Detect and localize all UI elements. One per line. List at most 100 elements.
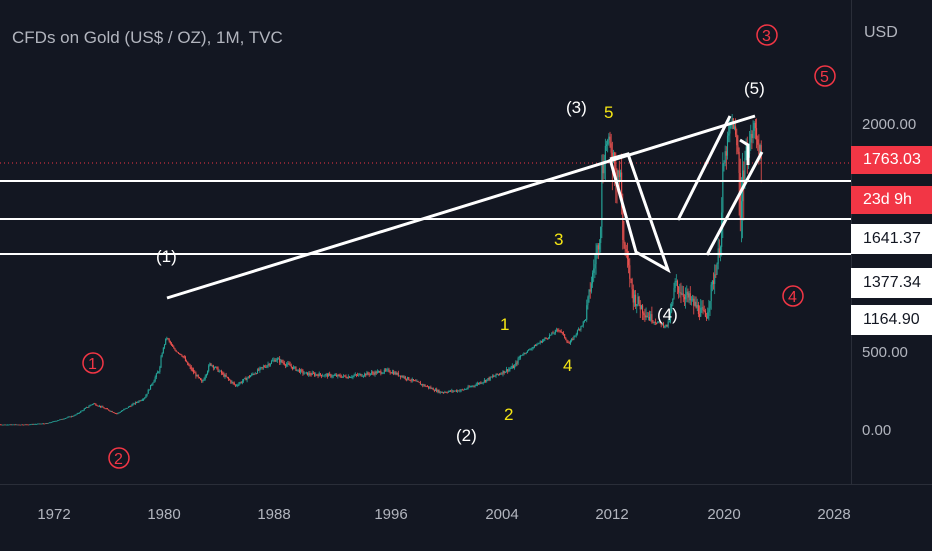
candle-body-262 xyxy=(274,359,276,362)
candle-body-151 xyxy=(145,395,147,398)
candle-body-580 xyxy=(644,314,646,318)
wave-5-channel-right[interactable] xyxy=(705,151,764,256)
candle-body-596 xyxy=(662,323,665,327)
candle-body-665 xyxy=(743,170,745,184)
candle-body-202 xyxy=(204,376,206,380)
candle-body-561 xyxy=(622,207,624,240)
candle-body-480 xyxy=(528,349,530,351)
candle-body-421 xyxy=(459,390,461,392)
candle-body-570 xyxy=(632,289,634,303)
candle-body-392 xyxy=(425,386,427,388)
candle-body-660 xyxy=(737,145,739,152)
current-price-tag: 1763.03 xyxy=(851,146,932,174)
ending-diagonal[interactable] xyxy=(739,138,750,165)
candle-body-222 xyxy=(227,377,230,380)
candle-body-577 xyxy=(640,305,642,310)
candle-body-489 xyxy=(538,342,540,344)
y-tick-500: 500.00 xyxy=(862,344,908,361)
candle-body-405 xyxy=(440,391,442,393)
candle-body-257 xyxy=(268,364,270,366)
candle-body-179 xyxy=(177,352,180,354)
candle-body-178 xyxy=(176,351,178,353)
candle-body-47 xyxy=(24,424,26,426)
candle-body-635 xyxy=(708,308,710,313)
candle-body-108 xyxy=(95,403,97,406)
candle-body-370 xyxy=(400,375,402,378)
candle-body-322 xyxy=(344,375,346,377)
candle-body-501 xyxy=(552,332,554,334)
candle-body-534 xyxy=(590,283,592,292)
candle-body-200 xyxy=(202,380,204,382)
candle-body-350 xyxy=(376,371,378,374)
candle-body-87 xyxy=(70,416,72,417)
candle-body-223 xyxy=(229,379,231,381)
candle-body-314 xyxy=(334,375,337,376)
candle-body-590 xyxy=(655,322,658,324)
candle-body-629 xyxy=(701,307,703,309)
candle-body-185 xyxy=(184,357,186,362)
candle-body-376 xyxy=(407,377,409,380)
candle-body-183 xyxy=(182,355,184,357)
candle-body-366 xyxy=(395,372,397,375)
candle-body-299 xyxy=(317,375,319,377)
candle-body-251 xyxy=(261,367,263,369)
wave-label-(5): (5) xyxy=(744,79,765,98)
candle-body-245 xyxy=(254,373,256,375)
candle-body-242 xyxy=(251,374,253,376)
candle-body-553 xyxy=(612,152,615,158)
candle-body-173 xyxy=(170,343,173,345)
svg-text:1: 1 xyxy=(88,356,97,373)
candle-body-77 xyxy=(59,419,61,421)
candle-body-477 xyxy=(524,353,526,354)
candle-body-475 xyxy=(522,354,524,356)
candle-body-310 xyxy=(330,374,332,377)
candle-body-620 xyxy=(690,299,692,301)
candle-body-31 xyxy=(5,424,7,426)
sub-wave-label-1: 1 xyxy=(500,315,509,334)
wave-5-channel-left[interactable] xyxy=(676,115,732,221)
candle-body-60 xyxy=(39,423,41,425)
candle-body-143 xyxy=(136,402,138,404)
candle-body-232 xyxy=(239,382,241,384)
candle-body-126 xyxy=(116,413,118,415)
candle-body-518 xyxy=(572,338,574,340)
candle-body-571 xyxy=(633,294,635,303)
candle-body-676 xyxy=(756,128,758,140)
candle-body-423 xyxy=(461,389,463,391)
candle-body-44 xyxy=(20,424,22,426)
candle-body-582 xyxy=(646,315,648,318)
candle-body-471 xyxy=(517,358,519,364)
wave-4-triangle[interactable] xyxy=(608,152,671,274)
candle-body-69 xyxy=(49,422,52,424)
candle-body-193 xyxy=(194,372,196,374)
candle-body-74 xyxy=(55,420,57,422)
candle-body-215 xyxy=(219,370,221,372)
time-axis[interactable] xyxy=(0,484,932,551)
candle-body-318 xyxy=(339,375,341,377)
candle-body-303 xyxy=(322,375,324,377)
candle-body-293 xyxy=(310,374,312,376)
candle-body-594 xyxy=(660,322,662,326)
candle-body-286 xyxy=(302,370,304,374)
candle-body-434 xyxy=(474,385,476,387)
candle-body-324 xyxy=(346,377,348,379)
candle-body-533 xyxy=(589,289,591,292)
candle-body-454 xyxy=(497,374,499,375)
wave-label-(4): (4) xyxy=(657,305,678,324)
candle-body-177 xyxy=(175,350,177,352)
svg-text:4: 4 xyxy=(788,289,797,306)
long-term-trendline[interactable] xyxy=(166,114,756,300)
candle-body-632 xyxy=(704,310,706,317)
candle-body-259 xyxy=(270,361,273,364)
candle-body-64 xyxy=(44,423,46,425)
candle-body-450 xyxy=(493,376,495,378)
candle-body-394 xyxy=(427,386,430,388)
candle-body-470 xyxy=(516,362,518,364)
candle-body-338 xyxy=(362,375,364,377)
axis-currency-label[interactable]: USD xyxy=(864,24,898,41)
candle-body-234 xyxy=(241,381,243,383)
candle-body-192 xyxy=(193,369,195,373)
candle-body-601 xyxy=(668,321,670,323)
candle-body-238 xyxy=(246,378,248,381)
